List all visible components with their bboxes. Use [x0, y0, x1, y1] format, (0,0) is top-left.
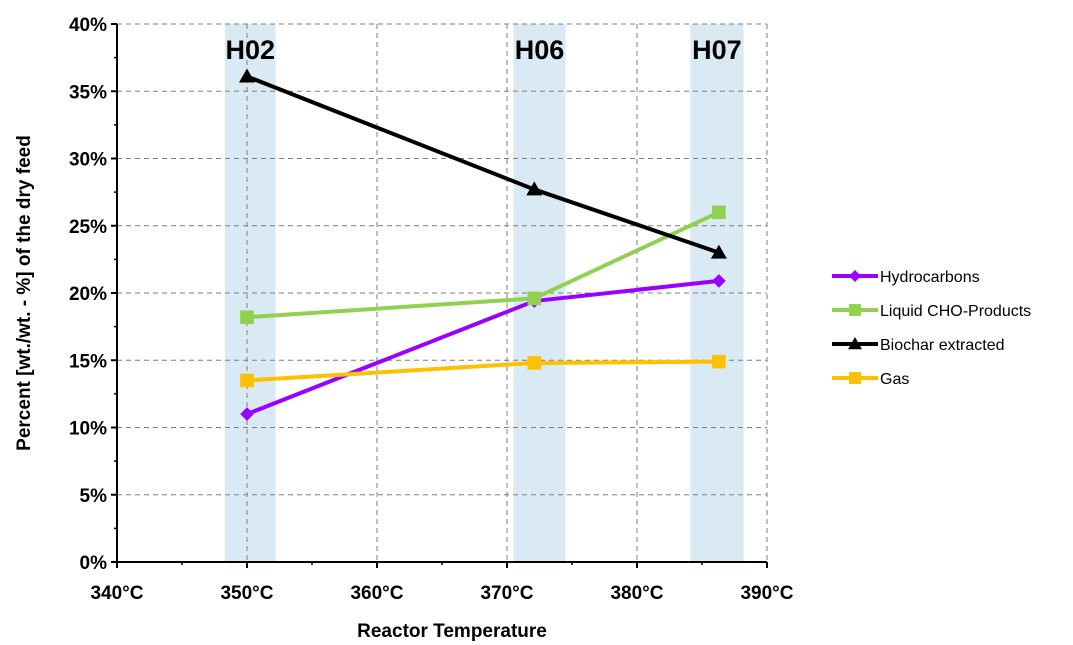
band-label-h07: H07 — [692, 35, 742, 65]
legend-item-hydrocarbons: Hydrocarbons — [832, 269, 980, 286]
y-tick-label: 25% — [69, 217, 107, 238]
y-tick-label: 40% — [69, 15, 107, 36]
data-point-liquid-cho-products — [527, 291, 542, 306]
data-point-biochar-extracted — [710, 244, 727, 259]
legend-item-biochar-extracted: Biochar extracted — [832, 337, 1005, 354]
x-tick-label: 370°C — [480, 583, 533, 604]
legend-label: Hydrocarbons — [880, 269, 980, 286]
legend-marker — [849, 372, 861, 384]
series-biochar-extracted — [239, 68, 727, 259]
series-liquid-cho-products — [240, 205, 726, 325]
x-tick-label: 390°C — [740, 583, 793, 604]
y-tick-label: 15% — [69, 351, 107, 372]
legend-marker — [849, 304, 861, 316]
x-tick-label: 340°C — [90, 583, 143, 604]
legend: Hydrocarbons Liquid CHO-Products Biochar e… — [832, 269, 1031, 388]
legend-item-gas: Gas — [832, 371, 909, 388]
data-point-gas — [712, 354, 726, 369]
y-tick-label: 0% — [80, 553, 108, 574]
band-h02 — [224, 24, 276, 562]
data-point-biochar-extracted — [239, 68, 255, 83]
y-tick-label: 30% — [69, 150, 107, 171]
data-point-biochar-extracted — [526, 181, 543, 196]
legend-label: Gas — [880, 371, 909, 388]
y-axis-title: Percent [wt./wt. - %] of the dry feed — [14, 135, 35, 451]
legend-label: Biochar extracted — [880, 337, 1005, 354]
data-point-gas — [527, 356, 542, 370]
series-gas — [240, 354, 726, 388]
data-point-liquid-cho-products — [712, 205, 726, 220]
y-tick-label: 10% — [69, 419, 107, 440]
y-tick-label: 20% — [69, 284, 107, 305]
y-tick-label: 35% — [69, 82, 107, 103]
tick-labels: 0% 5% 10% 15% 20% 25% 30% 35% 40% 340°C 350°C 360°C… — [69, 15, 794, 604]
series-group — [239, 68, 727, 421]
legend-marker — [848, 337, 862, 350]
x-tick-label: 380°C — [610, 583, 663, 604]
data-point-liquid-cho-products — [240, 310, 254, 325]
data-point-hydrocarbons — [712, 274, 726, 288]
highlight-bands — [224, 24, 744, 562]
x-tick-label: 350°C — [220, 583, 273, 604]
x-tick-label: 360°C — [350, 583, 403, 604]
data-point-gas — [240, 373, 254, 388]
axes — [111, 23, 768, 568]
legend-marker — [849, 270, 861, 282]
y-tick-label: 5% — [80, 486, 108, 507]
band-labels: H02 H06 H07 — [225, 35, 741, 65]
legend-item-liquid-cho-products: Liquid CHO-Products — [832, 303, 1031, 320]
band-h07 — [690, 24, 744, 562]
band-label-h06: H06 — [515, 35, 565, 65]
legend-label: Liquid CHO-Products — [880, 303, 1031, 320]
band-label-h02: H02 — [225, 35, 275, 65]
x-axis-title: Reactor Temperature — [357, 621, 547, 642]
data-point-hydrocarbons — [240, 407, 254, 421]
